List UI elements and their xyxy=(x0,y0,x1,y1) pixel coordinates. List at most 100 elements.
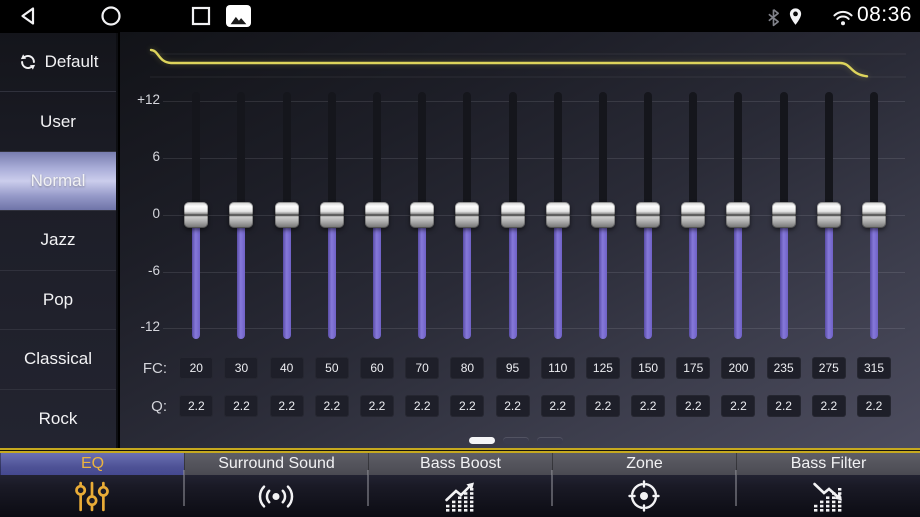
slider-track-lower[interactable] xyxy=(598,215,607,339)
sidebar-item-classical[interactable]: Classical xyxy=(0,330,116,390)
slider-track-lower[interactable] xyxy=(192,215,201,339)
fc-value-button[interactable]: 315 xyxy=(857,357,891,379)
slider-track-upper[interactable] xyxy=(870,92,878,215)
sidebar-item-user[interactable]: User xyxy=(0,92,116,152)
slider-track-upper[interactable] xyxy=(644,92,653,215)
fc-value-button[interactable]: 80 xyxy=(450,357,485,379)
q-value-button[interactable]: 2.2 xyxy=(766,395,801,417)
tab-surround-sound[interactable]: Surround Sound xyxy=(184,453,368,517)
fc-value-button[interactable]: 150 xyxy=(631,357,666,379)
slider-handle-band-60[interactable] xyxy=(365,202,390,228)
q-value-button[interactable]: 2.2 xyxy=(811,395,846,417)
recents-icon[interactable] xyxy=(190,5,212,27)
slider-track-upper[interactable] xyxy=(508,92,517,215)
fc-value-button[interactable]: 70 xyxy=(405,357,440,379)
home-icon[interactable] xyxy=(100,5,122,27)
slider-track-upper[interactable] xyxy=(734,92,743,215)
q-value-button[interactable]: 2.2 xyxy=(405,395,440,417)
q-value-button[interactable]: 2.2 xyxy=(360,395,395,417)
slider-track-lower[interactable] xyxy=(418,215,427,339)
fc-value-button[interactable]: 95 xyxy=(495,357,530,379)
slider-handle-band-200[interactable] xyxy=(726,202,751,228)
slider-track-upper[interactable] xyxy=(824,92,833,215)
fc-value-button[interactable]: 40 xyxy=(269,357,304,379)
slider-track-lower[interactable] xyxy=(644,215,653,339)
q-value-button[interactable]: 2.2 xyxy=(585,395,620,417)
slider-track-lower[interactable] xyxy=(463,215,472,339)
q-value-button[interactable]: 2.2 xyxy=(540,395,575,417)
q-value-button[interactable]: 2.2 xyxy=(450,395,485,417)
slider-track-lower[interactable] xyxy=(870,215,878,339)
sidebar-item-label: Jazz xyxy=(40,230,76,250)
tab-zone[interactable]: Zone xyxy=(552,453,736,517)
tab-bass-filter[interactable]: Bass Filter xyxy=(736,453,920,517)
slider-track-upper[interactable] xyxy=(463,92,472,215)
slider-handle-band-275[interactable] xyxy=(816,202,841,228)
slider-track-lower[interactable] xyxy=(373,215,382,339)
sidebar-item-normal[interactable]: Normal xyxy=(0,151,116,212)
q-value-button[interactable]: 2.2 xyxy=(179,395,214,417)
slider-track-upper[interactable] xyxy=(373,92,382,215)
slider-track-lower[interactable] xyxy=(237,215,246,339)
q-value-button[interactable]: 2.2 xyxy=(721,395,756,417)
slider-handle-band-315[interactable] xyxy=(862,202,886,228)
slider-track-upper[interactable] xyxy=(779,92,788,215)
slider-handle-band-150[interactable] xyxy=(636,202,661,228)
slider-handle-band-235[interactable] xyxy=(771,202,796,228)
slider-track-lower[interactable] xyxy=(779,215,788,339)
slider-track-upper[interactable] xyxy=(553,92,562,215)
q-value-button[interactable]: 2.2 xyxy=(269,395,304,417)
slider-track-upper[interactable] xyxy=(327,92,336,215)
slider-track-lower[interactable] xyxy=(327,215,336,339)
slider-handle-band-50[interactable] xyxy=(319,202,344,228)
slider-handle-band-80[interactable] xyxy=(455,202,480,228)
fc-value-button[interactable]: 275 xyxy=(811,357,846,379)
slider-track-upper[interactable] xyxy=(418,92,427,215)
fc-value-button[interactable]: 50 xyxy=(314,357,349,379)
fc-value-button[interactable]: 200 xyxy=(721,357,756,379)
fc-value-button[interactable]: 125 xyxy=(585,357,620,379)
slider-track-lower[interactable] xyxy=(553,215,562,339)
slider-track-lower[interactable] xyxy=(508,215,517,339)
slider-handle-band-20[interactable] xyxy=(184,202,209,228)
fc-value-button[interactable]: 110 xyxy=(540,357,575,379)
slider-track-upper[interactable] xyxy=(192,92,201,215)
tab-bass-boost[interactable]: Bass Boost xyxy=(368,453,552,517)
bass-boost-icon xyxy=(368,475,552,517)
q-value-button[interactable]: 2.2 xyxy=(631,395,666,417)
q-value-button[interactable]: 2.2 xyxy=(224,395,259,417)
slider-handle-band-95[interactable] xyxy=(500,202,525,228)
slider-handle-band-175[interactable] xyxy=(681,202,706,228)
q-value-button[interactable]: 2.2 xyxy=(314,395,349,417)
page-dot-3[interactable] xyxy=(537,437,563,444)
slider-track-upper[interactable] xyxy=(598,92,607,215)
slider-track-upper[interactable] xyxy=(237,92,246,215)
sidebar-item-jazz[interactable]: Jazz xyxy=(0,211,116,271)
q-value-button[interactable]: 2.2 xyxy=(676,395,711,417)
fc-value-button[interactable]: 20 xyxy=(179,357,214,379)
slider-track-lower[interactable] xyxy=(282,215,291,339)
back-icon[interactable] xyxy=(18,5,40,27)
fc-value-button[interactable]: 60 xyxy=(360,357,395,379)
q-value-button[interactable]: 2.2 xyxy=(857,395,891,417)
slider-track-upper[interactable] xyxy=(282,92,291,215)
slider-track-lower[interactable] xyxy=(689,215,698,339)
sidebar-item-default[interactable]: Default xyxy=(0,33,116,93)
slider-handle-band-70[interactable] xyxy=(410,202,435,228)
slider-track-upper[interactable] xyxy=(689,92,698,215)
slider-track-lower[interactable] xyxy=(734,215,743,339)
slider-track-lower[interactable] xyxy=(824,215,833,339)
slider-handle-band-30[interactable] xyxy=(229,202,254,228)
sidebar-item-pop[interactable]: Pop xyxy=(0,271,116,331)
fc-value-button[interactable]: 30 xyxy=(224,357,259,379)
page-dot-1[interactable] xyxy=(469,437,495,444)
page-dot-2[interactable] xyxy=(503,437,529,444)
slider-handle-band-40[interactable] xyxy=(274,202,299,228)
slider-handle-band-125[interactable] xyxy=(590,202,615,228)
q-value-button[interactable]: 2.2 xyxy=(495,395,530,417)
fc-value-button[interactable]: 175 xyxy=(676,357,711,379)
tab-eq[interactable]: EQ xyxy=(0,453,184,517)
fc-value-button[interactable]: 235 xyxy=(766,357,801,379)
slider-handle-band-110[interactable] xyxy=(545,202,570,228)
sidebar-item-rock[interactable]: Rock xyxy=(0,390,116,448)
